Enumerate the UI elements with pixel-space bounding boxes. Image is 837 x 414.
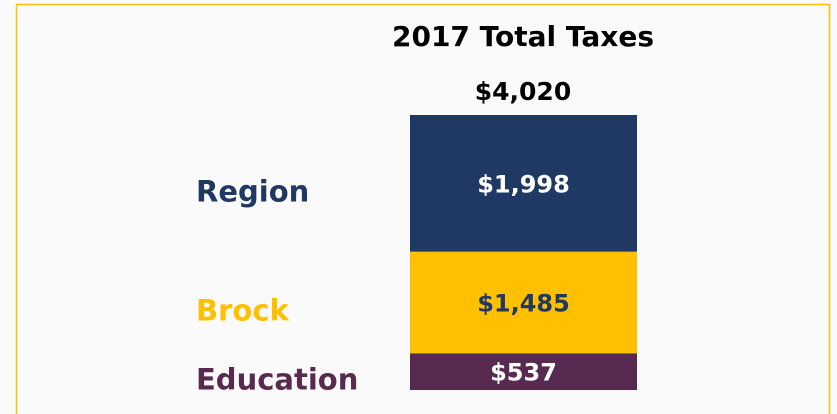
total-label: $4,020 [475, 77, 571, 106]
bar-segment [410, 353, 637, 390]
bar-segment [410, 115, 637, 252]
chart-title: 2017 Total Taxes [392, 20, 654, 53]
legend-label: Education [196, 363, 358, 397]
value-label: $537 [490, 359, 557, 387]
value-label: $1,998 [477, 170, 570, 198]
legend-label: Region [196, 174, 309, 208]
bar-segment [410, 251, 637, 354]
legend-label: Brock [196, 293, 290, 327]
frame [15, 3, 831, 414]
value-label: $1,485 [477, 289, 570, 317]
